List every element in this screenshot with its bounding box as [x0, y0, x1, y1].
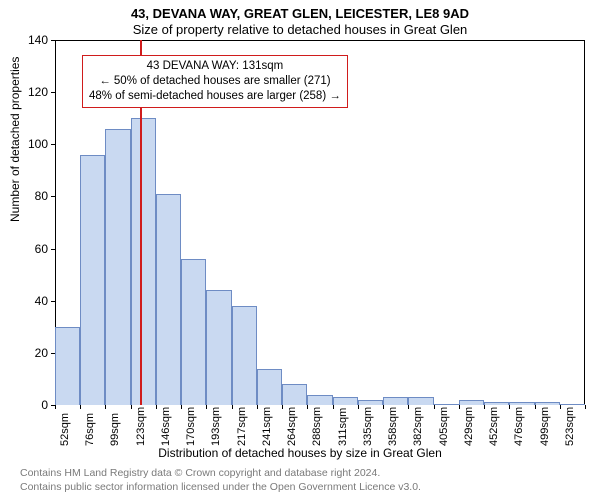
x-tick-label: 476sqm — [513, 407, 525, 446]
histogram-bar — [307, 395, 332, 405]
x-tick-label: 288sqm — [311, 407, 323, 446]
x-tick-label: 264sqm — [286, 407, 298, 446]
y-tick-label: 0 — [8, 398, 48, 412]
x-tick-mark — [509, 405, 510, 409]
histogram-bar — [55, 327, 80, 405]
x-tick-label: 193sqm — [210, 407, 222, 446]
x-tick-label: 405sqm — [438, 407, 450, 446]
y-tick-mark — [51, 353, 55, 354]
y-tick-label: 20 — [8, 346, 48, 360]
histogram-bar — [156, 194, 181, 405]
histogram-bar — [282, 384, 307, 405]
histogram-bar — [181, 259, 206, 405]
y-tick-label: 40 — [8, 294, 48, 308]
y-tick-label: 140 — [8, 33, 48, 47]
x-tick-mark — [105, 405, 106, 409]
histogram-bar — [232, 306, 257, 405]
histogram-bar — [408, 397, 433, 405]
x-tick-label: 499sqm — [539, 407, 551, 446]
histogram-bar — [131, 118, 156, 405]
y-tick-mark — [51, 301, 55, 302]
x-tick-label: 52sqm — [59, 413, 71, 446]
histogram-bar — [333, 397, 358, 405]
annotation-box: 43 DEVANA WAY: 131sqm ← 50% of detached … — [82, 55, 348, 108]
histogram-bar — [105, 129, 130, 405]
y-tick-mark — [51, 196, 55, 197]
chart-container: { "title_line1": "43, DEVANA WAY, GREAT … — [0, 0, 600, 500]
attribution-line1: Contains HM Land Registry data © Crown c… — [20, 466, 421, 480]
x-tick-label: 99sqm — [109, 413, 121, 446]
x-tick-label: 76sqm — [84, 413, 96, 446]
x-tick-mark — [181, 405, 182, 409]
x-tick-label: 170sqm — [185, 407, 197, 446]
histogram-bar — [535, 402, 560, 405]
x-tick-mark — [156, 405, 157, 409]
x-tick-mark — [459, 405, 460, 409]
x-tick-label: 452sqm — [488, 407, 500, 446]
x-tick-mark — [333, 405, 334, 409]
histogram-bar — [560, 404, 585, 405]
histogram-bar — [383, 397, 408, 405]
x-tick-mark — [257, 405, 258, 409]
x-tick-mark — [307, 405, 308, 409]
x-tick-mark — [408, 405, 409, 409]
y-tick-label: 60 — [8, 242, 48, 256]
x-tick-label: 217sqm — [236, 407, 248, 446]
y-tick-mark — [51, 40, 55, 41]
x-tick-mark — [131, 405, 132, 409]
x-tick-label: 146sqm — [160, 407, 172, 446]
y-tick-label: 80 — [8, 189, 48, 203]
histogram-bar — [509, 402, 534, 405]
x-tick-mark — [585, 405, 586, 409]
x-tick-mark — [232, 405, 233, 409]
attribution-line2: Contains public sector information licen… — [20, 480, 421, 494]
x-tick-label: 123sqm — [135, 407, 147, 446]
histogram-bar — [80, 155, 105, 405]
x-tick-mark — [358, 405, 359, 409]
chart-title-line1: 43, DEVANA WAY, GREAT GLEN, LEICESTER, L… — [0, 6, 600, 21]
x-axis-label: Distribution of detached houses by size … — [0, 446, 600, 460]
histogram-bar — [257, 369, 282, 406]
y-tick-label: 100 — [8, 137, 48, 151]
x-tick-label: 523sqm — [564, 407, 576, 446]
x-tick-mark — [434, 405, 435, 409]
y-tick-mark — [51, 249, 55, 250]
histogram-bar — [206, 290, 231, 405]
histogram-bar — [358, 400, 383, 405]
annotation-line1: 43 DEVANA WAY: 131sqm — [89, 59, 341, 74]
x-tick-mark — [55, 405, 56, 409]
histogram-bar — [434, 404, 459, 405]
histogram-bar — [459, 400, 484, 405]
histogram-bar — [484, 402, 509, 405]
x-tick-mark — [206, 405, 207, 409]
annotation-line3: 48% of semi-detached houses are larger (… — [89, 89, 341, 104]
x-tick-label: 382sqm — [412, 407, 424, 446]
top-axis-line — [55, 40, 585, 41]
x-tick-label: 335sqm — [362, 407, 374, 446]
x-tick-mark — [383, 405, 384, 409]
annotation-line2: ← 50% of detached houses are smaller (27… — [89, 74, 341, 89]
x-tick-mark — [560, 405, 561, 409]
y-tick-mark — [51, 144, 55, 145]
x-tick-label: 358sqm — [387, 407, 399, 446]
x-tick-label: 311sqm — [337, 408, 349, 446]
x-tick-mark — [282, 405, 283, 409]
y-tick-mark — [51, 92, 55, 93]
y-tick-label: 120 — [8, 85, 48, 99]
x-tick-label: 429sqm — [463, 407, 475, 446]
x-tick-mark — [535, 405, 536, 409]
chart-title-line2: Size of property relative to detached ho… — [0, 22, 600, 37]
x-tick-label: 241sqm — [261, 407, 273, 446]
right-axis-line — [584, 40, 585, 405]
attribution-text: Contains HM Land Registry data © Crown c… — [20, 466, 421, 494]
x-tick-mark — [484, 405, 485, 409]
x-tick-mark — [80, 405, 81, 409]
